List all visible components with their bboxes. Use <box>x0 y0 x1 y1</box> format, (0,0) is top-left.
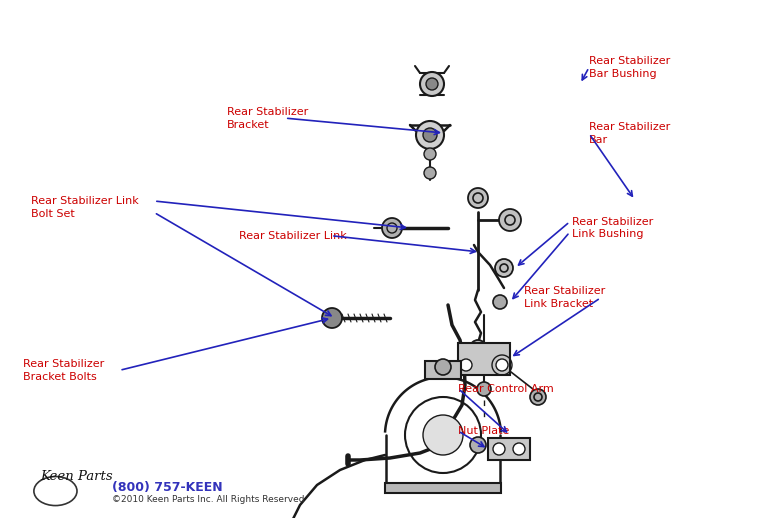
Bar <box>425 361 461 379</box>
Text: Rear Control Arm: Rear Control Arm <box>458 383 554 394</box>
Circle shape <box>493 295 507 309</box>
Text: ©2010 Keen Parts Inc. All Rights Reserved: ©2010 Keen Parts Inc. All Rights Reserve… <box>112 495 304 505</box>
Circle shape <box>477 382 491 396</box>
Circle shape <box>34 477 77 506</box>
Circle shape <box>530 389 546 405</box>
Bar <box>488 438 530 460</box>
Text: (800) 757-KEEN: (800) 757-KEEN <box>112 481 223 495</box>
Circle shape <box>424 167 436 179</box>
Text: Nut Plate: Nut Plate <box>458 426 510 436</box>
Text: Rear Stabilizer
Link Bracket: Rear Stabilizer Link Bracket <box>524 286 605 309</box>
Circle shape <box>322 308 342 328</box>
Text: Rear Stabilizer
Link Bushing: Rear Stabilizer Link Bushing <box>572 217 654 239</box>
Circle shape <box>416 121 444 149</box>
Circle shape <box>420 72 444 96</box>
Circle shape <box>435 359 451 375</box>
Circle shape <box>423 128 437 142</box>
Circle shape <box>470 340 486 356</box>
Text: Keen Parts: Keen Parts <box>40 470 112 483</box>
Circle shape <box>496 359 508 371</box>
Text: Rear Stabilizer Link
Bolt Set: Rear Stabilizer Link Bolt Set <box>31 196 139 219</box>
Circle shape <box>460 359 472 371</box>
Circle shape <box>382 218 402 238</box>
Circle shape <box>499 209 521 231</box>
Text: Rear Stabilizer
Bracket Bolts: Rear Stabilizer Bracket Bolts <box>23 359 105 382</box>
Text: Rear Stabilizer
Bar: Rear Stabilizer Bar <box>589 122 671 145</box>
Circle shape <box>470 437 486 453</box>
Circle shape <box>493 443 505 455</box>
Bar <box>458 343 510 375</box>
Text: Rear Stabilizer Link: Rear Stabilizer Link <box>239 231 346 241</box>
Bar <box>385 483 501 493</box>
Circle shape <box>423 415 463 455</box>
Circle shape <box>426 78 438 90</box>
Circle shape <box>468 188 488 208</box>
Circle shape <box>424 148 436 160</box>
Circle shape <box>495 259 513 277</box>
Circle shape <box>513 443 525 455</box>
Text: Rear Stabilizer
Bracket: Rear Stabilizer Bracket <box>227 107 309 130</box>
Text: Rear Stabilizer
Bar Bushing: Rear Stabilizer Bar Bushing <box>589 56 671 79</box>
